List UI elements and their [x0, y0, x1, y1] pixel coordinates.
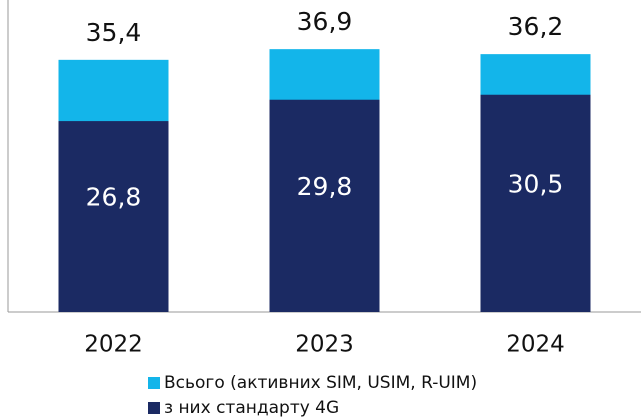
- legend-label: з них стандарту 4G: [164, 398, 339, 418]
- x-tick-label: 2023: [295, 332, 354, 358]
- bar: [58, 121, 169, 313]
- legend-swatch: [148, 402, 160, 414]
- legend-label: Всього (активних SIM, USIM, R-UIM): [164, 373, 477, 393]
- value-label: 26,8: [86, 183, 142, 212]
- x-tick-label: 2024: [506, 332, 565, 358]
- value-label: 30,5: [508, 169, 564, 198]
- value-label: 36,2: [508, 12, 564, 41]
- bar: [269, 99, 380, 312]
- legend-swatch: [148, 377, 160, 389]
- value-label: 35,4: [86, 18, 142, 47]
- value-label: 36,9: [297, 7, 353, 36]
- value-label: 29,8: [297, 172, 353, 201]
- x-tick-label: 2022: [84, 332, 143, 358]
- bar: [480, 94, 591, 313]
